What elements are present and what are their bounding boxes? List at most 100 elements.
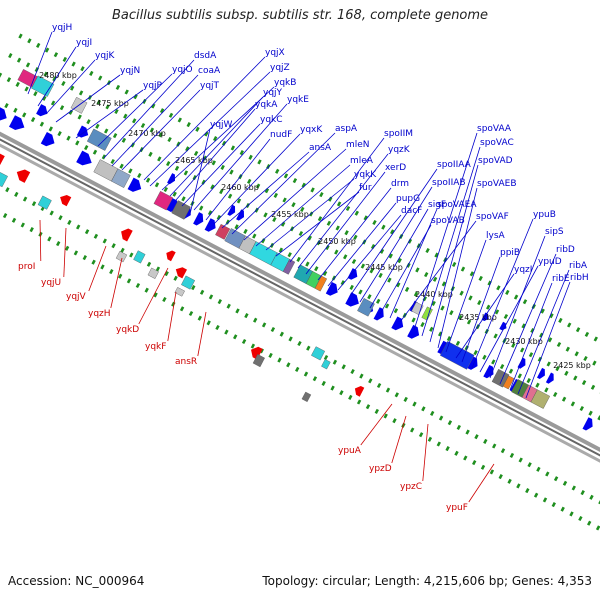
forward-gene-label[interactable]: aspA	[335, 124, 358, 134]
forward-gene-label[interactable]: yqjI	[76, 38, 92, 48]
tick-dot	[410, 427, 415, 433]
reverse-gene-label[interactable]: ypuA	[338, 446, 362, 456]
forward-gene-label[interactable]: spoVAD	[478, 156, 513, 166]
forward-gene-label[interactable]: yqkA	[255, 100, 278, 110]
tick-dot	[447, 420, 453, 426]
forward-gene-label[interactable]: ansA	[309, 143, 332, 153]
forward-gene-label[interactable]: spoIIAB	[432, 178, 466, 188]
forward-gene-label[interactable]: dacF	[401, 206, 422, 216]
tick-dot	[53, 52, 59, 58]
forward-gene-label[interactable]: yqkC	[260, 115, 283, 125]
tick-dot	[84, 145, 89, 151]
tick-dots-layer	[0, 33, 600, 531]
tick-dot	[589, 494, 594, 500]
tick-dot	[369, 268, 374, 274]
forward-gene-label[interactable]: sigF	[428, 200, 446, 210]
forward-gene-label[interactable]: yqkE	[287, 95, 309, 105]
forward-gene-label[interactable]: ribE	[552, 274, 570, 284]
tick-dot	[509, 452, 515, 458]
forward-gene-label[interactable]: drm	[391, 179, 409, 189]
reverse-gene-label[interactable]: ypzD	[369, 464, 392, 474]
tick-dot	[168, 112, 174, 118]
forward-gene-label[interactable]: yqjW	[210, 120, 233, 130]
forward-gene-label[interactable]: yqjY	[263, 88, 283, 98]
forward-gene-label[interactable]: yqxK	[300, 125, 323, 135]
tick-dot	[555, 366, 560, 372]
reverse-gene-label[interactable]: proI	[18, 262, 35, 272]
forward-gene-label[interactable]: yqjO	[172, 65, 193, 75]
tick-dot	[561, 396, 567, 402]
forward-gene-label[interactable]: yqkB	[274, 78, 296, 88]
tick-dot	[500, 448, 506, 454]
tick-dot	[186, 122, 191, 128]
forward-gene-label[interactable]: yqzI	[514, 265, 532, 275]
forward-gene-label[interactable]: coaA	[198, 66, 221, 76]
gene-block	[530, 389, 551, 409]
forward-gene-label[interactable]: spoVAA	[477, 124, 512, 134]
forward-gene-arrow	[347, 268, 358, 280]
forward-gene-label[interactable]: spoVAEB	[477, 179, 517, 189]
tick-dot	[67, 219, 72, 225]
forward-gene-label[interactable]: ypuB	[533, 210, 556, 220]
forward-gene-label[interactable]: spoVAB	[431, 216, 465, 226]
forward-gene-label[interactable]: xerD	[385, 163, 406, 173]
forward-gene-label[interactable]: ppiB	[500, 248, 520, 258]
gene-block	[115, 250, 128, 263]
forward-leader-line	[399, 220, 477, 323]
forward-gene-label[interactable]: mleA	[350, 156, 374, 166]
forward-gene-label[interactable]: nudF	[270, 130, 292, 140]
tick-dot	[348, 394, 353, 400]
forward-gene-label[interactable]: spoVAEA	[437, 200, 477, 210]
forward-gene-label[interactable]: ribD	[556, 245, 575, 255]
forward-leader-line	[143, 56, 266, 181]
forward-leader-line	[471, 218, 534, 369]
tick-dot	[132, 118, 137, 124]
forward-gene-label[interactable]: yqjH	[52, 23, 72, 33]
reverse-gene-label[interactable]: yqzH	[88, 309, 111, 319]
reverse-gene-label[interactable]: yqkD	[116, 325, 139, 335]
forward-gene-label[interactable]: spoIIAA	[437, 160, 472, 170]
forward-gene-label[interactable]: ribH	[570, 273, 589, 283]
forward-gene-label[interactable]: fur	[359, 183, 372, 193]
forward-gene-label[interactable]: yqjP	[143, 81, 163, 91]
forward-gene-label[interactable]: ribA	[569, 261, 588, 271]
forward-gene-label[interactable]: mleN	[346, 140, 370, 150]
tick-dot	[263, 212, 268, 218]
tick-dot	[162, 296, 167, 303]
tick-dot	[288, 336, 293, 342]
forward-leader-line	[489, 235, 546, 379]
forward-gene-label[interactable]: sipS	[545, 227, 564, 237]
tick-dot	[584, 331, 590, 337]
forward-gene-label[interactable]: lysA	[486, 231, 506, 241]
forward-gene-label[interactable]: spoVAC	[480, 138, 514, 148]
tick-dot	[188, 310, 194, 317]
forward-gene-arrow	[193, 212, 204, 226]
reverse-gene-label[interactable]: ypuF	[446, 503, 468, 513]
tick-dot	[255, 183, 261, 189]
forward-gene-label[interactable]: ypuD	[538, 257, 562, 267]
genome-summary: Topology: circular; Length: 4,215,606 bp…	[262, 574, 592, 588]
forward-gene-label[interactable]: yqjK	[95, 51, 116, 61]
forward-gene-label[interactable]: yqjZ	[270, 63, 290, 73]
forward-gene-label[interactable]: spoIIM	[384, 129, 413, 139]
forward-gene-label[interactable]: yqjN	[120, 66, 140, 76]
forward-gene-label[interactable]: yqkK	[354, 170, 377, 180]
reverse-leader-line	[88, 245, 107, 292]
forward-gene-label[interactable]: yqjX	[265, 48, 285, 58]
reverse-gene-label[interactable]: ypzC	[400, 482, 422, 492]
reverse-leader-line	[360, 403, 393, 446]
tick-dot	[0, 72, 3, 78]
forward-gene-label[interactable]: pupG	[396, 194, 420, 204]
reverse-gene-label[interactable]: yqjV	[66, 292, 87, 302]
reverse-gene-label[interactable]: yqjU	[41, 278, 61, 288]
forward-gene-label[interactable]: dsdA	[194, 51, 217, 61]
forward-gene-label[interactable]: yqjT	[200, 81, 220, 91]
reverse-gene-label[interactable]: yqkF	[145, 342, 166, 352]
tick-dot	[93, 233, 99, 239]
tick-dot	[469, 271, 475, 277]
tick-dot	[163, 186, 168, 193]
forward-gene-label[interactable]: yqzK	[388, 145, 411, 155]
forward-gene-label[interactable]: spoVAF	[476, 212, 509, 222]
tick-dot	[571, 485, 576, 491]
reverse-gene-label[interactable]: ansR	[175, 357, 197, 367]
